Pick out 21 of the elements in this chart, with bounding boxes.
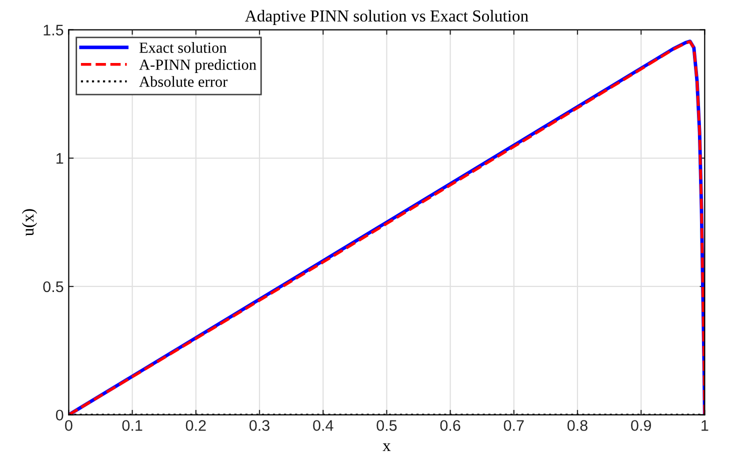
y-tick-label: 0: [56, 410, 64, 421]
x-tick-label: 0.7: [504, 420, 524, 431]
x-tick-label: 0.9: [631, 420, 651, 431]
chart-title: Adaptive PINN solution vs Exact Solution: [244, 10, 528, 26]
x-tick-label: 0.5: [376, 420, 397, 431]
y-tick-label: 1: [56, 153, 64, 164]
x-axis-title: x: [382, 443, 391, 452]
x-tick-label: 1: [702, 420, 708, 431]
legend-label: Absolute error: [139, 76, 228, 87]
legend-label: A-PINN prediction: [139, 59, 256, 73]
x-tick-label: 0: [65, 420, 72, 431]
y-tick-label: 0.5: [43, 281, 64, 292]
y-axis-title: u(x): [22, 209, 38, 236]
x-tick-label: 0.6: [440, 420, 460, 431]
x-tick-label: 0.1: [122, 420, 142, 431]
x-tick-label: 0.4: [313, 420, 334, 431]
x-tick-label: 0.3: [249, 420, 270, 431]
x-tick-label: 0.2: [186, 420, 206, 431]
legend-label: Exact solution: [139, 42, 227, 53]
x-tick-label: 0.8: [567, 420, 588, 431]
y-tick-label: 1.5: [44, 24, 64, 36]
